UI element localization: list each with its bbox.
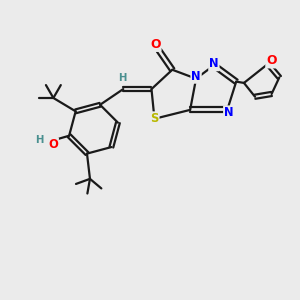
Text: H: H — [118, 73, 127, 83]
Text: N: N — [224, 106, 233, 119]
Text: N: N — [191, 70, 201, 83]
Text: O: O — [48, 138, 58, 151]
Text: H: H — [35, 135, 44, 145]
Text: O: O — [150, 38, 160, 51]
Text: N: N — [209, 57, 219, 70]
Text: S: S — [150, 112, 159, 125]
Text: O: O — [266, 55, 277, 68]
